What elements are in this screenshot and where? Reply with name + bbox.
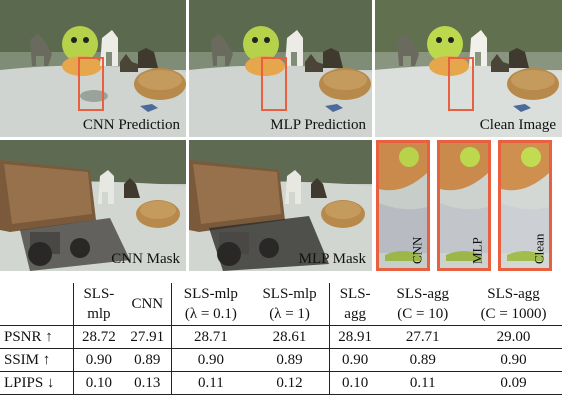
table-cell: 0.10 bbox=[72, 371, 125, 395]
table-cell: 28.61 bbox=[272, 328, 307, 345]
crop-image bbox=[440, 143, 488, 268]
corner-cell bbox=[0, 283, 74, 326]
table-cell: 0.90 bbox=[328, 348, 381, 372]
table-cell: 28.91 bbox=[328, 325, 381, 349]
column-header: CNN bbox=[124, 283, 171, 326]
cnn-mask-panel: CNN Mask bbox=[0, 140, 186, 271]
table-cell: 0.12 bbox=[276, 374, 303, 391]
crop-image bbox=[501, 143, 549, 268]
crop-image bbox=[379, 143, 427, 268]
clean-crop-label: Clean bbox=[531, 233, 546, 264]
mlp-prediction-panel: MLP Prediction bbox=[189, 0, 372, 137]
table-cell: 0.90 bbox=[72, 348, 125, 372]
table-cell: 0.89 bbox=[409, 351, 436, 368]
row-label: PSNR ↑ bbox=[4, 328, 53, 345]
table-cell: 29.00 bbox=[496, 328, 531, 345]
cnn-crop: CNN bbox=[376, 140, 430, 271]
table-cell: 28.72 bbox=[72, 325, 125, 349]
table-header-row: SLS-mlp CNN SLS-mlp (λ = 0.1) SLS-mlp (λ =… bbox=[0, 283, 562, 326]
table-cell: 0.11 bbox=[170, 371, 251, 395]
cnn-mask-caption: CNN Mask bbox=[111, 251, 180, 267]
table-cell: 27.91 bbox=[130, 328, 165, 345]
mlp-crop-label: MLP bbox=[470, 237, 485, 264]
table-cell: 0.89 bbox=[134, 351, 161, 368]
column-header: SLS-agg (C = 10) bbox=[380, 283, 466, 326]
column-header: SLS-mlp (λ = 1) bbox=[250, 283, 330, 326]
table-cell: 0.13 bbox=[134, 374, 161, 391]
table-cell: 0.10 bbox=[328, 371, 381, 395]
table-cell: 0.89 bbox=[276, 351, 303, 368]
column-header: SLS-agg bbox=[328, 283, 381, 326]
table-cell: 27.71 bbox=[405, 328, 440, 345]
table-cell: 0.90 bbox=[500, 351, 527, 368]
mlp-prediction-caption: MLP Prediction bbox=[270, 117, 366, 133]
cnn-prediction-panel: CNN Prediction bbox=[0, 0, 186, 137]
row-label: SSIM ↑ bbox=[4, 351, 51, 368]
truck-scene-image bbox=[0, 140, 186, 271]
column-header: SLS-mlp bbox=[72, 283, 125, 326]
cnn-prediction-caption: CNN Prediction bbox=[82, 117, 180, 133]
table-row: SSIM ↑ 0.90 0.89 0.90 0.89 0.90 0.89 0.9… bbox=[0, 348, 562, 372]
mlp-mask-caption: MLP Mask bbox=[298, 251, 366, 267]
table-cell: 0.90 bbox=[170, 348, 251, 372]
row-label: LPIPS ↓ bbox=[4, 374, 55, 391]
truck-scene-image bbox=[189, 140, 372, 271]
table-cell: 28.71 bbox=[170, 325, 251, 349]
clean-image-panel: Clean Image bbox=[375, 0, 562, 137]
toy-scene-image bbox=[0, 0, 186, 137]
clean-crop: Clean bbox=[498, 140, 552, 271]
cnn-crop-label: CNN bbox=[409, 236, 424, 264]
table-row: LPIPS ↓ 0.10 0.13 0.11 0.12 0.10 0.11 0.… bbox=[0, 371, 562, 395]
mlp-crop: MLP bbox=[437, 140, 491, 271]
column-header: SLS-agg (C = 1000) bbox=[465, 283, 562, 326]
clean-image-caption: Clean Image bbox=[479, 117, 556, 133]
mlp-mask-panel: MLP Mask bbox=[189, 140, 372, 271]
toy-scene-image bbox=[375, 0, 562, 137]
column-header: SLS-mlp (λ = 0.1) bbox=[170, 283, 251, 326]
table-cell: 0.09 bbox=[500, 374, 527, 391]
metrics-table: SLS-mlp CNN SLS-mlp (λ = 0.1) SLS-mlp (λ =… bbox=[0, 283, 562, 395]
toy-scene-image bbox=[189, 0, 372, 137]
table-cell: 0.11 bbox=[409, 374, 436, 391]
table-row: PSNR ↑ 28.72 27.91 28.71 28.61 28.91 27.… bbox=[0, 325, 562, 349]
